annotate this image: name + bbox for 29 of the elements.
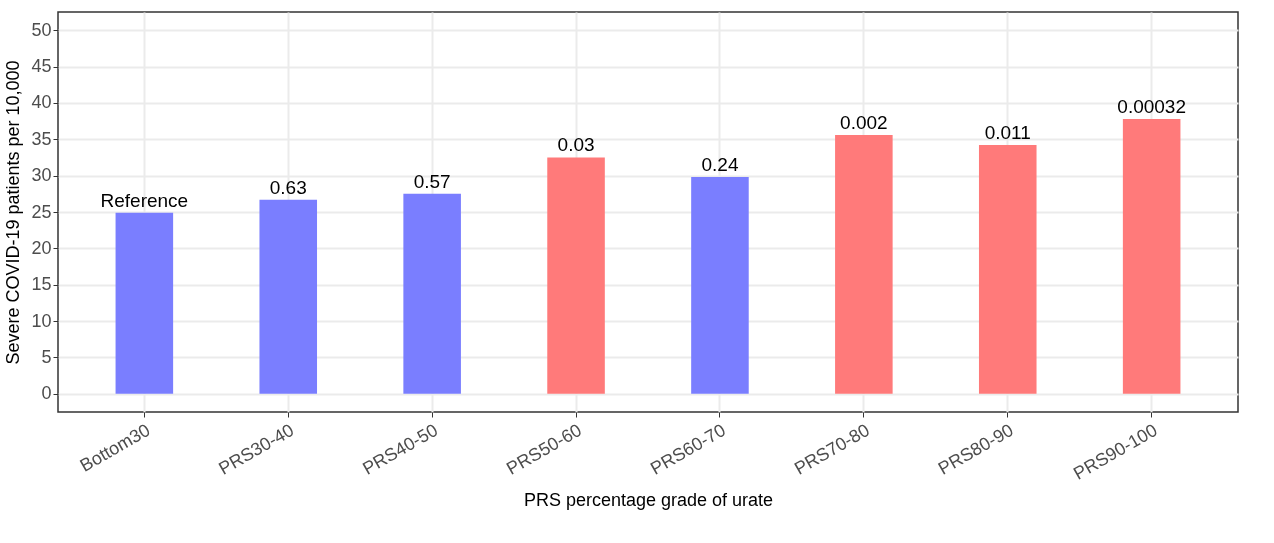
y-tick-label: 15: [31, 274, 52, 295]
bar: [835, 134, 893, 394]
bar: [978, 145, 1037, 394]
y-tick-label: 45: [31, 56, 52, 77]
y-tick-label: 25: [31, 201, 52, 222]
annotation: Reference: [100, 189, 189, 211]
bar: [547, 157, 605, 394]
annotation: 0.57: [413, 170, 451, 192]
y-tick-label: 20: [31, 237, 52, 258]
y-tick-label: 10: [31, 310, 52, 331]
y-tick-label: 35: [31, 128, 52, 149]
annotation: 0.00032: [1117, 95, 1186, 117]
x-axis-title: PRS percentage grade of urate: [523, 489, 774, 510]
y-tick-label: 30: [31, 165, 52, 186]
bar: [115, 212, 174, 394]
y-tick-label: 40: [31, 92, 52, 113]
annotation: 0.63: [269, 176, 307, 198]
annotation: 0.24: [701, 154, 739, 176]
bar: [403, 193, 461, 394]
annotation: 0.03: [557, 134, 595, 156]
annotation: 0.002: [840, 111, 888, 133]
y-axis-title: Severe COVID-19 patients per 10,000: [3, 60, 24, 365]
y-tick-label: 5: [41, 346, 52, 367]
bar: [1122, 118, 1181, 394]
y-tick-label: 50: [31, 19, 52, 40]
y-tick-label: 0: [41, 383, 52, 404]
bar: [259, 199, 318, 394]
bar: [691, 177, 749, 394]
annotation: 0.011: [984, 122, 1031, 144]
